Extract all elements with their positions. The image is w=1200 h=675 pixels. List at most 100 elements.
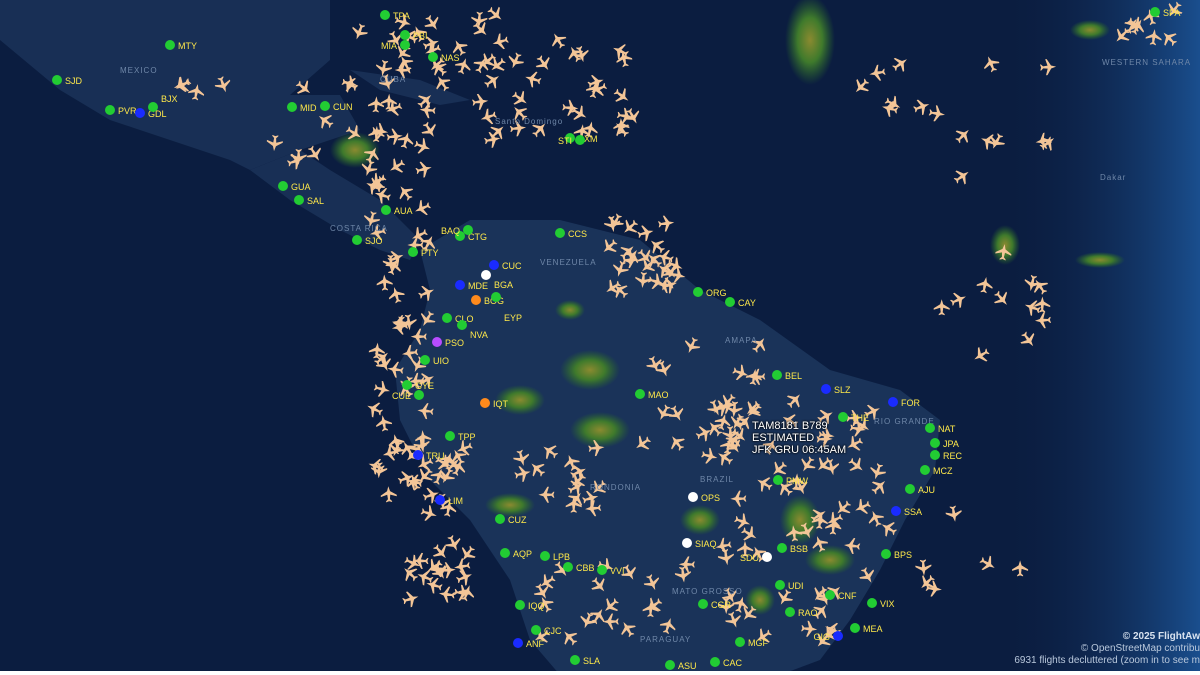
plane-icon[interactable]	[952, 124, 975, 147]
airport-cue[interactable]: CUE	[392, 390, 424, 401]
plane-icon[interactable]	[418, 232, 440, 254]
plane-icon[interactable]	[551, 558, 573, 580]
airport-ctg[interactable]: CTG	[455, 231, 487, 242]
plane-icon[interactable]	[408, 23, 429, 44]
airport-marker[interactable]	[442, 313, 452, 323]
plane-icon[interactable]	[416, 369, 438, 391]
airport-iqt[interactable]: IQT	[480, 398, 509, 409]
plane-icon[interactable]	[584, 500, 602, 517]
plane-icon[interactable]	[366, 456, 386, 476]
airport-marker[interactable]	[825, 590, 835, 600]
airport-cuc[interactable]: CUC	[489, 260, 522, 271]
plane-icon[interactable]	[1023, 274, 1042, 293]
plane-icon[interactable]	[622, 106, 644, 128]
plane-icon[interactable]	[666, 431, 688, 453]
plane-icon[interactable]	[419, 102, 436, 119]
plane-icon[interactable]	[674, 566, 692, 584]
plane-icon[interactable]	[605, 211, 627, 233]
plane-icon[interactable]	[380, 93, 398, 110]
plane-icon[interactable]	[414, 567, 435, 588]
plane-icon[interactable]	[513, 464, 532, 483]
plane-icon[interactable]	[731, 594, 751, 614]
plane-icon[interactable]	[718, 598, 735, 615]
plane-icon[interactable]	[752, 625, 774, 647]
plane-icon[interactable]	[571, 45, 591, 65]
airport-pvr[interactable]: PVR	[105, 105, 137, 116]
plane-icon[interactable]	[408, 372, 426, 390]
airport-cbb[interactable]: CBB	[563, 562, 595, 573]
plane-icon[interactable]	[681, 335, 702, 356]
airport-marker[interactable]	[570, 655, 580, 665]
airport-marker[interactable]	[135, 108, 145, 118]
airport-marker[interactable]	[565, 133, 575, 143]
plane-icon[interactable]	[862, 401, 883, 422]
plane-icon[interactable]	[588, 439, 606, 457]
plane-icon[interactable]	[1111, 24, 1134, 47]
airport-bga[interactable]: BGA	[481, 270, 513, 290]
plane-icon[interactable]	[719, 437, 738, 456]
plane-icon[interactable]	[394, 181, 416, 203]
airport-cuz[interactable]: CUZ	[495, 514, 527, 525]
airport-ccs[interactable]: CCS	[555, 228, 587, 239]
plane-icon[interactable]	[637, 255, 660, 278]
plane-icon[interactable]	[359, 158, 379, 178]
plane-icon[interactable]	[407, 237, 424, 253]
plane-icon[interactable]	[732, 511, 753, 532]
plane-icon[interactable]	[880, 99, 899, 118]
plane-icon[interactable]	[815, 405, 837, 427]
plane-icon[interactable]	[730, 490, 747, 507]
airport-marker[interactable]	[920, 465, 930, 475]
plane-icon[interactable]	[535, 593, 557, 615]
airport-marker[interactable]	[688, 492, 698, 502]
plane-icon[interactable]	[882, 93, 904, 115]
airport-mcz[interactable]: MCZ	[920, 465, 953, 476]
plane-icon[interactable]	[655, 248, 675, 268]
plane-icon[interactable]	[385, 28, 407, 50]
plane-icon[interactable]	[394, 62, 411, 79]
airport-for[interactable]: FOR	[888, 397, 920, 408]
airport-sjd[interactable]: SJD	[52, 75, 83, 86]
plane-icon[interactable]	[654, 359, 675, 380]
plane-icon[interactable]	[447, 446, 469, 468]
plane-icon[interactable]	[509, 119, 527, 137]
airport-lpb[interactable]: LPB	[540, 551, 570, 562]
plane-icon[interactable]	[394, 52, 416, 74]
plane-icon[interactable]	[429, 560, 447, 578]
airport-ops[interactable]: OPS	[688, 492, 720, 503]
plane-icon[interactable]	[634, 246, 657, 269]
plane-icon[interactable]	[386, 285, 406, 305]
airport-bps[interactable]: BPS	[881, 549, 912, 560]
airport-marker[interactable]	[785, 607, 795, 617]
airport-marker[interactable]	[148, 102, 158, 112]
plane-icon[interactable]	[824, 509, 845, 530]
airport-pso[interactable]: PSO	[432, 337, 464, 348]
airport-bsb[interactable]: BSB	[777, 543, 808, 554]
airport-marker[interactable]	[891, 506, 901, 516]
plane-icon[interactable]	[925, 580, 943, 598]
plane-icon[interactable]	[845, 454, 868, 477]
plane-icon[interactable]	[739, 523, 761, 545]
airport-gdl[interactable]: GDL	[135, 108, 167, 119]
plane-icon[interactable]	[653, 402, 675, 424]
plane-icon[interactable]	[367, 96, 385, 113]
plane-icon[interactable]	[911, 97, 932, 118]
plane-icon[interactable]	[1034, 312, 1052, 329]
airport-cac[interactable]: CAC	[710, 657, 743, 668]
airport-marker[interactable]	[435, 495, 445, 505]
plane-icon[interactable]	[390, 318, 409, 337]
plane-icon[interactable]	[509, 88, 531, 110]
plane-icon[interactable]	[412, 198, 433, 219]
plane-icon[interactable]	[801, 620, 818, 637]
plane-icon[interactable]	[948, 289, 969, 310]
plane-icon[interactable]	[760, 436, 781, 457]
plane-icon[interactable]	[386, 438, 407, 459]
airport-aju[interactable]: AJU	[905, 484, 935, 495]
plane-icon[interactable]	[490, 32, 510, 52]
airport-marker[interactable]	[555, 228, 565, 238]
plane-icon[interactable]	[658, 616, 678, 636]
airport-marker[interactable]	[635, 389, 645, 399]
airport-pty[interactable]: PTY	[408, 247, 439, 258]
plane-icon[interactable]	[478, 107, 498, 127]
plane-icon[interactable]	[768, 458, 791, 481]
airport-marker[interactable]	[165, 40, 175, 50]
